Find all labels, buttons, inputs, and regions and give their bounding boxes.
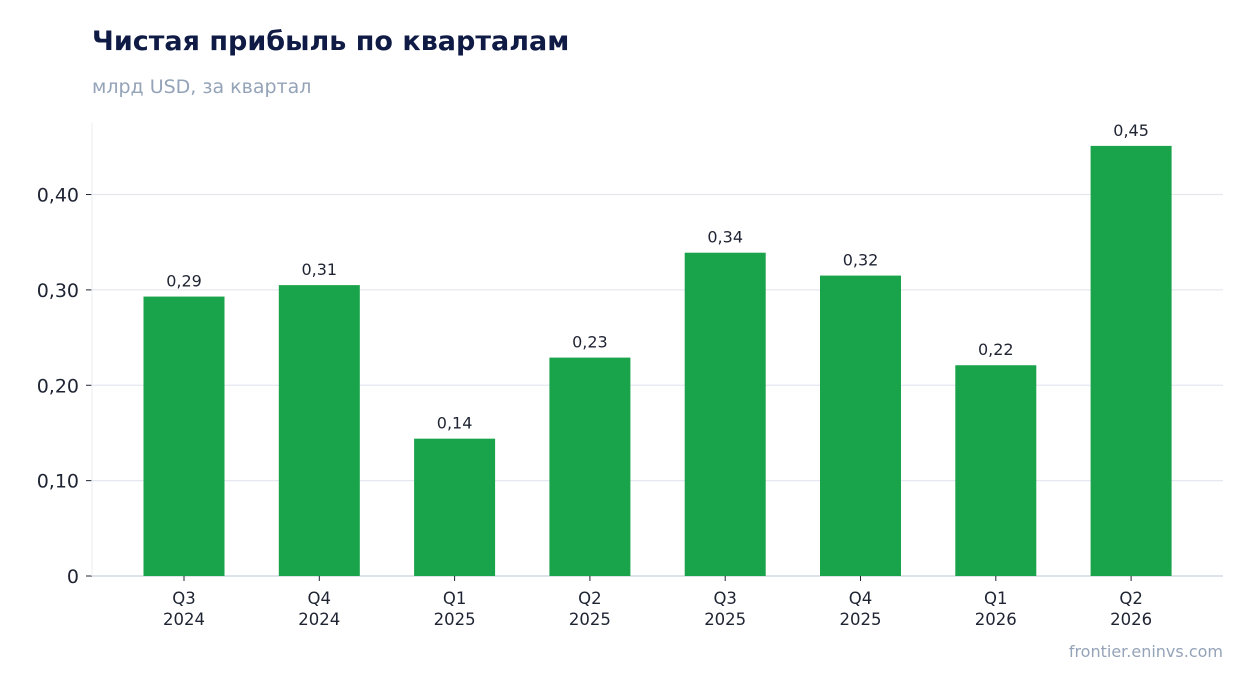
- bar-value-label: 0,32: [843, 251, 879, 270]
- data-labels: 0,29 0,31 0,14 0,23 0,34 0,32 0,22 0,45: [166, 121, 1149, 433]
- x-tick-label-quarter: Q1: [443, 589, 467, 608]
- bar-value-label: 0,23: [572, 333, 608, 352]
- bar-value-label: 0,29: [166, 272, 202, 291]
- x-tick-label-year: 2025: [840, 610, 882, 629]
- y-tick-label: 0,10: [37, 471, 79, 493]
- x-tick-label-year: 2026: [975, 610, 1017, 629]
- bar: [820, 275, 901, 576]
- x-tick-label-quarter: Q4: [849, 589, 873, 608]
- x-tick-label-year: 2025: [434, 610, 476, 629]
- bar-value-label: 0,45: [1113, 121, 1149, 140]
- x-tick-label-quarter: Q1: [984, 589, 1008, 608]
- bar: [1090, 145, 1172, 576]
- bar-value-label: 0,34: [707, 228, 743, 247]
- source-link[interactable]: frontier.eninvs.com: [1068, 642, 1223, 661]
- gridlines: [92, 193, 1223, 482]
- bar: [955, 365, 1037, 576]
- chart-title: Чистая прибыль по кварталам: [92, 26, 570, 57]
- x-tick-label-quarter: Q3: [172, 589, 196, 608]
- bar: [549, 357, 631, 576]
- x-tick-label-quarter: Q2: [1119, 589, 1143, 608]
- x-tick-label-year: 2026: [1110, 610, 1152, 629]
- x-tick-label-quarter: Q2: [578, 589, 602, 608]
- x-tick-label-year: 2024: [163, 610, 205, 629]
- y-tick-label: 0: [67, 566, 79, 588]
- bar-value-label: 0,22: [978, 340, 1014, 359]
- bars: [143, 145, 1172, 576]
- x-tick-label-year: 2025: [704, 610, 746, 629]
- bar: [143, 296, 225, 576]
- y-tick-labels: 0 0,10 0,20 0,30 0,40: [37, 185, 79, 588]
- bar: [278, 285, 360, 576]
- y-tick-label: 0,30: [37, 280, 79, 302]
- y-tick-label: 0,20: [37, 375, 79, 397]
- x-tick-label-quarter: Q3: [713, 589, 737, 608]
- bar: [684, 252, 766, 576]
- y-tick-label: 0,40: [37, 185, 79, 207]
- x-tick-label-quarter: Q4: [308, 589, 332, 608]
- x-tick-labels: Q3 2024 Q4 2024 Q1 2025 Q2 2025 Q3 2025 Q4 2025 Q1 20…: [163, 589, 1152, 629]
- bar: [414, 438, 496, 576]
- axes: [86, 123, 1223, 581]
- x-tick-label-year: 2025: [569, 610, 611, 629]
- bar-value-label: 0,14: [437, 414, 473, 433]
- x-tick-label-year: 2024: [298, 610, 340, 629]
- chart-subtitle: млрд USD, за квартал: [92, 76, 312, 98]
- bar-value-label: 0,31: [301, 260, 337, 279]
